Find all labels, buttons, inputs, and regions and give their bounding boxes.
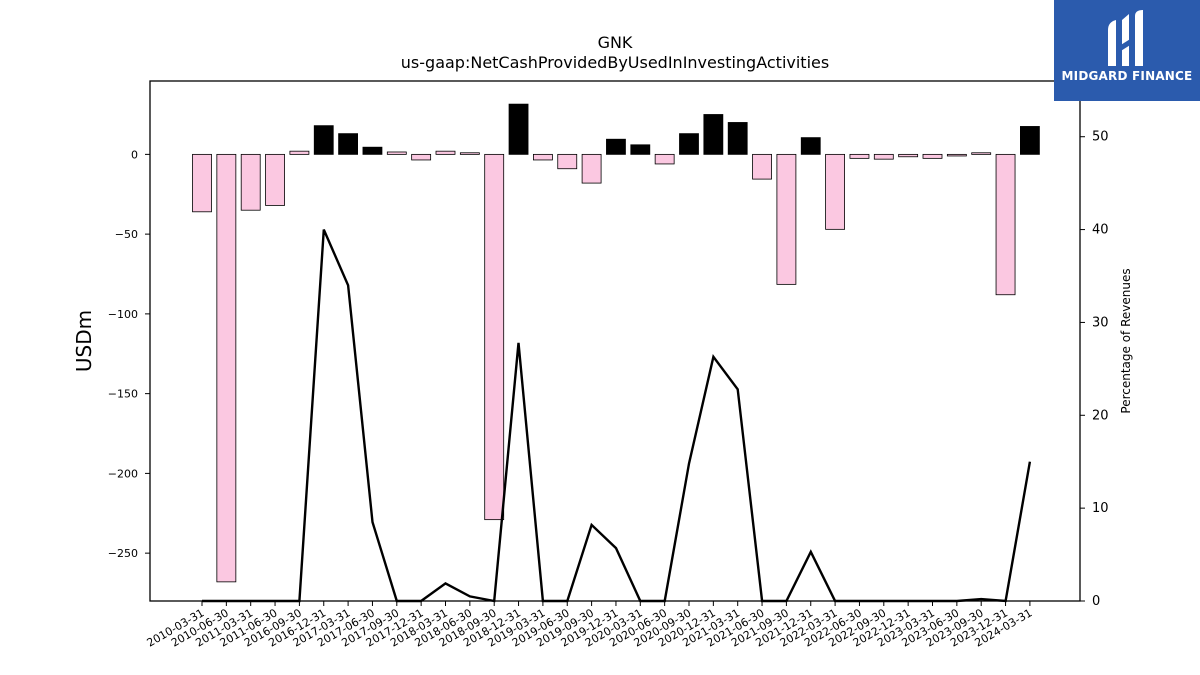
- y-tick-label: −50: [115, 228, 138, 241]
- bar-2019-06-30: [557, 153, 578, 170]
- bar-2022-09-30: [873, 153, 894, 160]
- bar-2023-06-30: [946, 153, 967, 157]
- y2-tick-label: 0: [1092, 594, 1100, 609]
- bar-2011-03-31: [240, 153, 261, 211]
- percentage-line: [202, 229, 1032, 603]
- bar-2010-03-31: [192, 153, 212, 213]
- bar-2019-12-31: [606, 138, 626, 155]
- bars-group: [192, 103, 1040, 583]
- bar-2024-03-31: [1020, 126, 1040, 155]
- bar-2018-03-31: [435, 150, 456, 155]
- bar-2017-03-31: [338, 133, 359, 155]
- bar-2018-06-30: [459, 152, 480, 155]
- y2-tick-label: 10: [1092, 501, 1109, 516]
- bar-2023-12-31: [995, 153, 1016, 296]
- bar-2023-09-30: [971, 152, 992, 155]
- right-axis-ticks: 0 10 20 30 40 50: [1080, 130, 1109, 609]
- bar-2018-12-31: [508, 103, 529, 155]
- bar-2017-09-30: [386, 151, 407, 155]
- y2-tick-label: 40: [1092, 223, 1109, 238]
- bar-2017-12-31: [411, 153, 432, 161]
- bar-2021-12-31: [800, 137, 821, 155]
- bar-2010-06-30: [216, 153, 237, 583]
- bar-2021-06-30: [752, 153, 772, 180]
- bar-2021-09-30: [776, 153, 797, 285]
- bar-2017-06-30: [362, 146, 383, 155]
- bar-2016-12-31: [313, 125, 334, 155]
- bar-2023-03-31: [922, 153, 943, 159]
- logo-text: MIDGARD FINANCE: [1061, 69, 1193, 83]
- bar-2022-03-31: [825, 153, 845, 230]
- y-tick-label: −200: [108, 467, 138, 480]
- y2-tick-label: 30: [1092, 315, 1109, 330]
- midgard-logo-icon: [1108, 10, 1143, 66]
- bar-2020-12-31: [703, 114, 724, 155]
- y-tick-label: −100: [108, 308, 138, 321]
- bar-2020-03-31: [630, 144, 651, 155]
- y-tick-label: −250: [108, 547, 138, 560]
- bar-2020-06-30: [654, 153, 675, 165]
- y-axis-label: USDm: [72, 310, 96, 372]
- y2-axis-label: Percentage of Revenues: [1119, 268, 1133, 413]
- left-axis-ticks: 0 −50 −100 −150 −200 −250: [108, 148, 150, 560]
- bar-2018-09-30: [484, 153, 505, 521]
- bar-2016-09-30: [289, 150, 310, 155]
- bar-2022-12-31: [898, 153, 919, 158]
- bar-2019-03-31: [533, 153, 553, 161]
- bar-2022-06-30: [849, 153, 870, 159]
- y-tick-label: −150: [108, 388, 138, 401]
- bar-2021-03-31: [727, 122, 748, 155]
- line-group: [202, 229, 1032, 603]
- x-axis-ticks: 2010-03-312010-06-302011-03-312011-06-30…: [145, 601, 1034, 650]
- bar-2020-09-30: [679, 133, 699, 155]
- y-tick-label: 0: [131, 148, 138, 161]
- chart-subtitle: us-gaap:NetCashProvidedByUsedInInvesting…: [401, 53, 829, 72]
- bar-2019-09-30: [581, 153, 602, 184]
- plot-frame: [149, 80, 1081, 602]
- y2-tick-label: 20: [1092, 408, 1109, 423]
- y2-tick-label: 50: [1092, 130, 1109, 145]
- midgard-finance-logo: MIDGARD FINANCE: [1054, 0, 1200, 101]
- bar-2011-06-30: [265, 153, 285, 206]
- chart-title: GNK: [598, 33, 633, 52]
